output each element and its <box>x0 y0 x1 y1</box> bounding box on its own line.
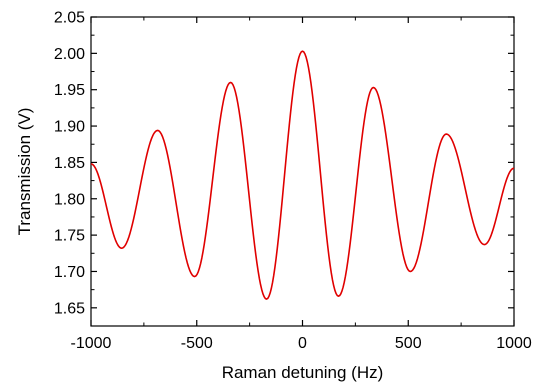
series-layer <box>90 50 515 300</box>
y-axis-title: Transmission (V) <box>15 108 34 236</box>
x-tick-label: -1000 <box>71 335 112 352</box>
x-tick-label: 1000 <box>496 335 532 352</box>
x-tick-label: 0 <box>298 335 307 352</box>
y-tick-label: 2.00 <box>54 46 85 63</box>
series-line-0 <box>90 50 515 300</box>
y-tick-label: 1.95 <box>54 82 85 99</box>
y-tick-label: 1.85 <box>54 155 85 172</box>
ticks: -1000 -500 0 500 1000 1.65 1.70 1.75 1.80 1.85 1.9… <box>54 10 532 353</box>
x-tick-label: 500 <box>395 335 422 352</box>
y-tick-label: 1.65 <box>54 300 85 317</box>
x-tick-label: -500 <box>181 335 213 352</box>
y-tick-label: 1.80 <box>54 191 85 208</box>
y-tick-label: 1.70 <box>54 264 85 281</box>
y-tick-label: 1.90 <box>54 119 85 136</box>
x-axis-title: Raman detuning (Hz) <box>222 363 384 382</box>
y-tick-label: 1.75 <box>54 228 85 245</box>
plot-frame <box>90 16 515 327</box>
axes <box>90 16 515 327</box>
y-tick-label: 2.05 <box>54 10 85 27</box>
